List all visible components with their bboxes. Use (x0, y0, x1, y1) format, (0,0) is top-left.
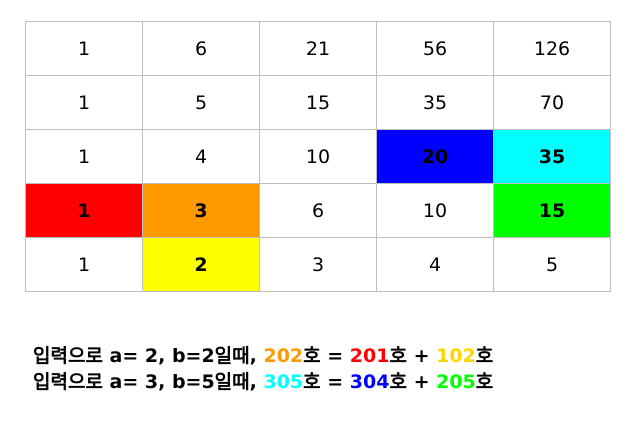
caption-2-number-2: 304 (349, 371, 390, 393)
caption-1-prefix: 입력으로 a= 2, b=2일때, (33, 345, 264, 367)
caption-2-mid-2: 호 + (389, 371, 437, 393)
table-cell: 1 (25, 21, 143, 76)
caption-1-mid-2: 호 + (389, 345, 437, 367)
table-cell: 56 (376, 21, 494, 76)
table-cell: 2 (142, 237, 260, 292)
table-cell: 1 (25, 237, 143, 292)
table-cell: 15 (259, 75, 377, 130)
table-row: 1 3 6 10 15 (25, 183, 611, 238)
table-row: 1 5 15 35 70 (25, 75, 611, 130)
table-cell: 21 (259, 21, 377, 76)
table-cell: 6 (142, 21, 260, 76)
table-cell: 15 (493, 183, 611, 238)
table-cell: 10 (376, 183, 494, 238)
table-cell: 5 (493, 237, 611, 292)
table-cell: 126 (493, 21, 611, 76)
table-cell: 4 (142, 129, 260, 184)
table-cell: 1 (25, 129, 143, 184)
caption-1-number-2: 201 (349, 345, 390, 367)
caption-line-2: 입력으로 a= 3, b=5일때, 305호 = 304호 + 205호 (33, 369, 493, 395)
caption-2-number-1: 305 (263, 371, 304, 393)
table-row: 1 4 10 20 35 (25, 129, 611, 184)
caption-line-1: 입력으로 a= 2, b=2일때, 202호 = 201호 + 102호 (33, 343, 493, 369)
caption-2-suffix: 호 (475, 371, 494, 393)
caption-1-number-3: 102 (436, 345, 476, 367)
table-cell: 10 (259, 129, 377, 184)
caption-2-mid-1: 호 = (303, 371, 350, 393)
caption-2-prefix: 입력으로 a= 3, b=5일때, (33, 371, 264, 393)
caption-1-mid-1: 호 = (303, 345, 350, 367)
caption-1-number-1: 202 (263, 345, 304, 367)
table-cell: 5 (142, 75, 260, 130)
table-row: 1 6 21 56 126 (25, 21, 611, 76)
table-cell: 20 (376, 129, 494, 184)
caption: 입력으로 a= 2, b=2일때, 202호 = 201호 + 102호 입력으… (33, 343, 493, 395)
table-cell: 1 (25, 183, 143, 238)
table-cell: 4 (376, 237, 494, 292)
table-cell: 35 (376, 75, 494, 130)
caption-1-suffix: 호 (475, 345, 494, 367)
table-cell: 3 (259, 237, 377, 292)
table-cell: 1 (25, 75, 143, 130)
caption-2-number-3: 205 (436, 371, 476, 393)
table-cell: 3 (142, 183, 260, 238)
table-cell: 70 (493, 75, 611, 130)
number-grid: 1 6 21 56 126 1 5 15 35 70 1 4 10 20 35 1 3 6 10 15 1 2 3 4 5 (25, 21, 611, 292)
table-cell: 35 (493, 129, 611, 184)
table-cell: 6 (259, 183, 377, 238)
